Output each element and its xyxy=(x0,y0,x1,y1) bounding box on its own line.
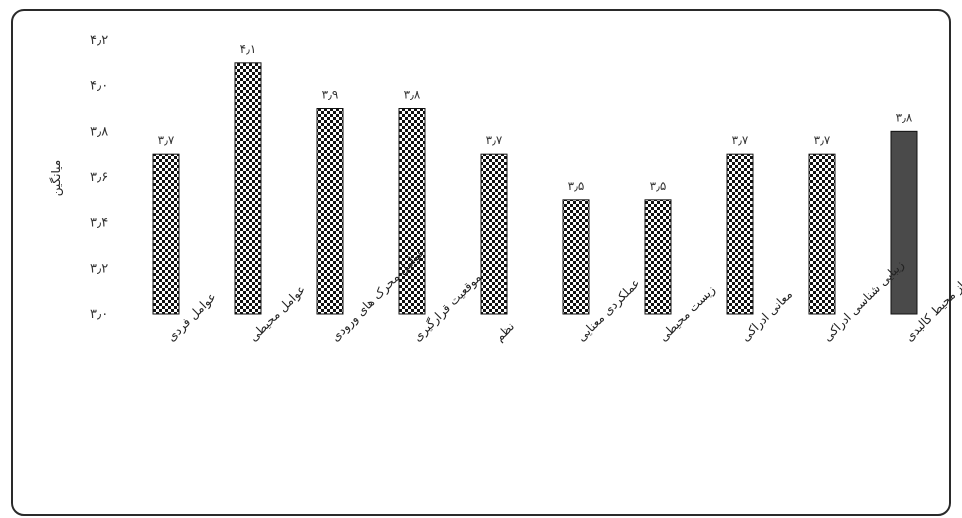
y-tick-label: ۳٫۴ xyxy=(90,216,108,231)
y-tick-label: ۳٫۶ xyxy=(90,170,108,185)
data-label: ۳٫۷ xyxy=(814,133,831,147)
y-tick-label: ۳٫۰ xyxy=(90,307,108,322)
data-label: ۳٫۷ xyxy=(158,133,175,147)
y-tick-label: ۳٫۲ xyxy=(90,261,108,276)
bar xyxy=(398,108,426,315)
y-tick-label: ۴٫۲ xyxy=(90,33,108,48)
y-axis-label: میانگین xyxy=(49,160,64,196)
y-tick-label: ۳٫۸ xyxy=(90,124,108,139)
data-label: ۳٫۹ xyxy=(322,88,339,102)
y-tick-label: ۴٫۰ xyxy=(90,79,108,94)
data-label: ۳٫۵ xyxy=(568,179,585,193)
bar xyxy=(234,62,262,315)
bar xyxy=(808,153,836,315)
data-label: ۳٫۵ xyxy=(650,179,667,193)
bar xyxy=(726,153,754,315)
bar xyxy=(152,153,180,315)
data-label: ۳٫۸ xyxy=(896,110,913,124)
data-label: ۳٫۷ xyxy=(486,133,503,147)
bar xyxy=(562,199,590,315)
data-label: ۳٫۸ xyxy=(404,88,421,102)
bar xyxy=(644,199,672,315)
bar xyxy=(316,108,344,315)
data-label: ۳٫۷ xyxy=(732,133,749,147)
data-label: ۴٫۱ xyxy=(240,42,257,56)
bar xyxy=(480,153,508,315)
bar xyxy=(890,130,918,315)
